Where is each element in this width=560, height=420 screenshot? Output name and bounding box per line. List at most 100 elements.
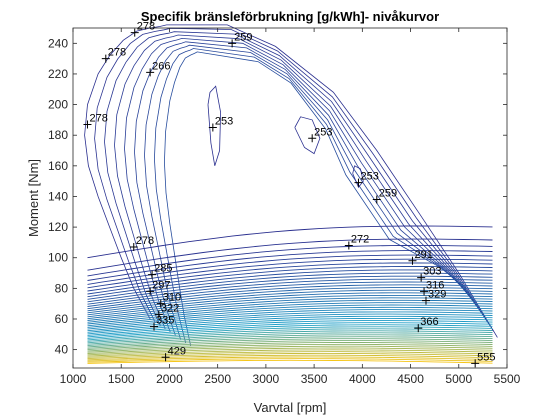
contour-line: [294, 116, 321, 155]
contour-line: [87, 317, 493, 335]
contour-line: [87, 309, 493, 328]
contour-line: [87, 347, 493, 356]
contour-line: [87, 297, 493, 320]
contour-line: [87, 269, 493, 298]
contour-lines: [84, 24, 498, 364]
contour-line: [87, 351, 493, 358]
contour-line: [87, 352, 493, 360]
annotation-label: 272: [351, 233, 369, 245]
contour-line: [87, 266, 493, 295]
annotation-label: 329: [428, 289, 446, 301]
contour-line: [87, 345, 493, 354]
plot-area: [72, 27, 508, 369]
contour-line: [87, 306, 493, 327]
x-tick-label: 1000: [60, 372, 87, 386]
x-axis-label: Varvtal [rpm]: [254, 400, 327, 415]
contour-line: [87, 354, 493, 361]
annotation-marker: [83, 120, 92, 129]
annotation-marker: [408, 256, 417, 265]
annotation-marker: [146, 287, 155, 296]
annotation-marker: [421, 296, 430, 305]
annotation-marker: [150, 322, 159, 331]
annotation-marker: [146, 68, 155, 77]
annotation-marker: [372, 195, 381, 204]
x-tick-label: 1500: [108, 372, 135, 386]
contour-line: [87, 302, 493, 323]
annotation-label: 291: [414, 249, 432, 261]
contour-line: [207, 85, 222, 166]
contour-line: [84, 24, 498, 338]
x-axis-ticks: 1000 1500 2000 2500 3000 3500 4000 4500 5000 5500: [60, 28, 521, 386]
annotation-label: 278: [137, 21, 155, 33]
y-tick-label: 100: [48, 251, 68, 265]
x-tick-label: 5000: [445, 372, 472, 386]
contour-line: [87, 272, 493, 300]
x-tick-label: 3500: [301, 372, 328, 386]
y-axis-label: Moment [Nm]: [26, 159, 41, 237]
contour-line: [87, 332, 493, 345]
annotation-marker: [228, 39, 237, 48]
x-tick-label: 3000: [253, 372, 280, 386]
contour-line: [352, 165, 364, 189]
contour-line: [87, 340, 493, 351]
annotation-label: 278: [89, 112, 107, 124]
annotation-label: 266: [152, 60, 170, 72]
contour-line: [87, 287, 493, 312]
contour-line: [87, 326, 493, 341]
annotation-marker: [420, 287, 429, 296]
y-tick-label: 120: [48, 220, 68, 234]
annotation-label: 253: [215, 116, 233, 128]
contour-line: [87, 356, 493, 362]
x-tick-label: 4500: [397, 372, 424, 386]
annotation-marker: [129, 243, 138, 252]
annotation-marker: [471, 359, 480, 368]
annotation-marker: [161, 353, 170, 362]
annotation-marker: [417, 273, 426, 282]
contour-line: [87, 330, 493, 344]
contour-line: [87, 278, 493, 305]
annotation-label: 259: [234, 31, 252, 43]
contour-line: [134, 41, 479, 336]
y-tick-label: 160: [48, 159, 68, 173]
contour-line: [163, 51, 467, 346]
x-tick-label: 2500: [204, 372, 231, 386]
annotation-marker: [208, 123, 217, 132]
contour-line: [87, 313, 493, 332]
annotation-label: 555: [477, 351, 495, 363]
contour-line: [87, 292, 493, 316]
annotation-label: 322: [161, 302, 179, 314]
contour-line: [87, 262, 493, 292]
y-tick-label: 60: [55, 312, 69, 326]
y-tick-label: 80: [55, 281, 69, 295]
annotation-marker: [130, 28, 139, 37]
contour-line: [87, 250, 493, 281]
contour-line: [87, 338, 493, 349]
contour-line: [87, 238, 493, 271]
annotation-label: 310: [163, 292, 181, 304]
annotation-marker: [156, 299, 165, 308]
annotation-label: 259: [379, 188, 397, 200]
y-axis-ticks: 40 60 80 100 120 140 160 180 200 220 240: [48, 36, 507, 357]
contour-line: [87, 358, 493, 363]
y-tick-label: 240: [48, 36, 68, 50]
contour-line: [87, 275, 493, 303]
contour-line: [87, 284, 493, 310]
contour-line: [87, 289, 493, 314]
annotation-marker: [148, 270, 157, 279]
y-tick-label: 220: [48, 67, 68, 81]
annotation-marker: [308, 134, 317, 143]
contour-line: [87, 244, 493, 277]
x-tick-label: 4000: [349, 372, 376, 386]
contour-line: [87, 320, 493, 336]
contour-line: [87, 311, 493, 330]
contour-line: [87, 281, 493, 307]
contour-line: [87, 342, 493, 352]
contour-line: [87, 349, 493, 357]
annotation-label: 297: [152, 279, 170, 291]
contour-line: [87, 343, 493, 353]
contour-line: [87, 258, 493, 289]
annotation-label: 285: [154, 263, 172, 275]
y-tick-label: 200: [48, 98, 68, 112]
